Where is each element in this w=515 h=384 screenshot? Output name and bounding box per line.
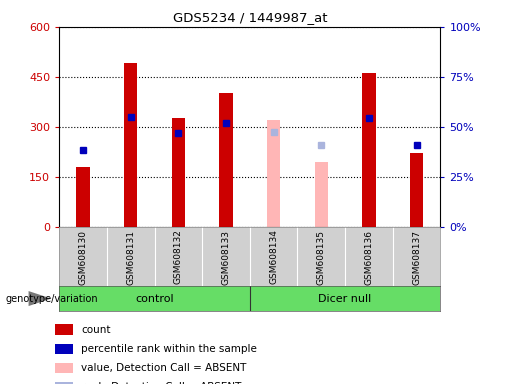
Bar bbox=[362, 73, 375, 227]
Bar bbox=[219, 93, 233, 227]
Text: rank, Detection Call = ABSENT: rank, Detection Call = ABSENT bbox=[81, 382, 242, 384]
Bar bbox=[76, 167, 90, 227]
Polygon shape bbox=[28, 291, 52, 306]
Text: GSM608134: GSM608134 bbox=[269, 230, 278, 285]
Text: value, Detection Call = ABSENT: value, Detection Call = ABSENT bbox=[81, 363, 247, 373]
Bar bbox=[55, 344, 73, 354]
Text: Dicer null: Dicer null bbox=[318, 293, 372, 304]
Text: GSM608136: GSM608136 bbox=[365, 230, 373, 285]
Text: GSM608132: GSM608132 bbox=[174, 230, 183, 285]
Bar bbox=[55, 324, 73, 335]
Text: GSM608130: GSM608130 bbox=[79, 230, 88, 285]
Bar bbox=[124, 63, 138, 227]
Text: GSM608133: GSM608133 bbox=[221, 230, 230, 285]
Text: GSM608137: GSM608137 bbox=[412, 230, 421, 285]
Bar bbox=[410, 153, 423, 227]
Bar bbox=[315, 162, 328, 227]
Bar bbox=[55, 363, 73, 373]
Bar bbox=[171, 118, 185, 227]
Text: genotype/variation: genotype/variation bbox=[5, 293, 98, 304]
Text: GSM608135: GSM608135 bbox=[317, 230, 325, 285]
Bar bbox=[267, 120, 280, 227]
Text: count: count bbox=[81, 325, 111, 335]
Title: GDS5234 / 1449987_at: GDS5234 / 1449987_at bbox=[173, 11, 327, 24]
Text: GSM608131: GSM608131 bbox=[126, 230, 135, 285]
Bar bbox=[55, 382, 73, 384]
Text: control: control bbox=[135, 293, 174, 304]
Text: percentile rank within the sample: percentile rank within the sample bbox=[81, 344, 257, 354]
